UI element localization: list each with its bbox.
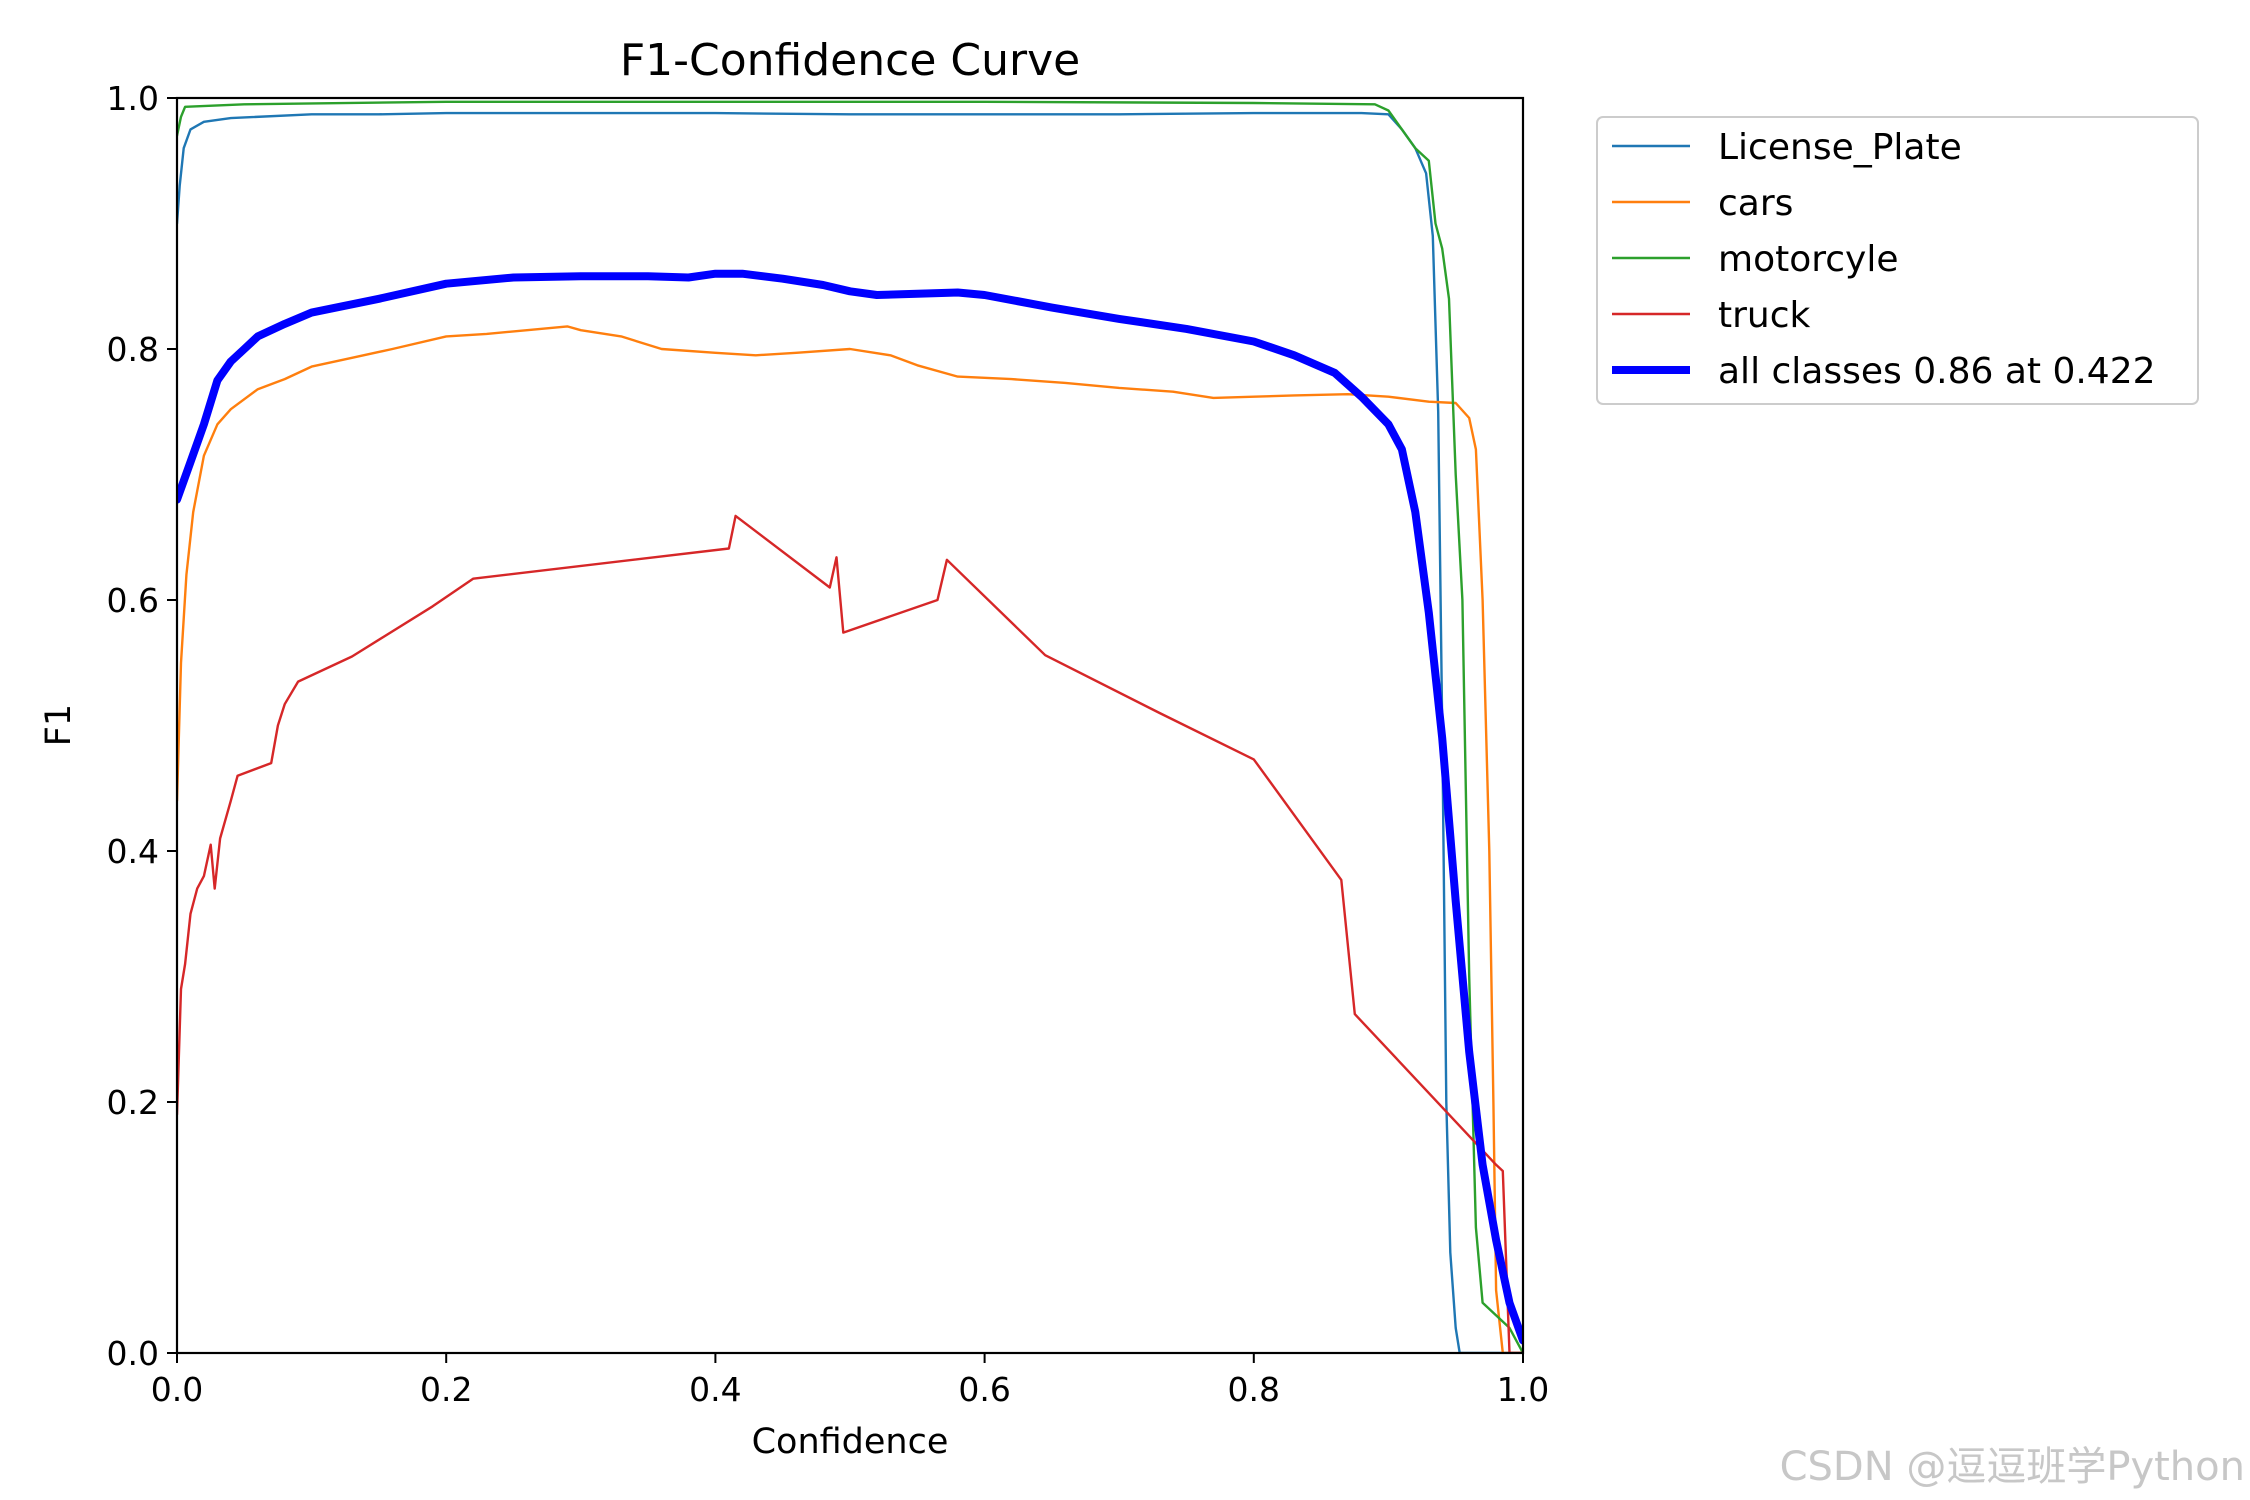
series-line-2 [177, 325, 1523, 1353]
y-tick-label: 0.6 [107, 581, 159, 620]
series-line-5 [177, 269, 1523, 1345]
y-axis-label: F1 [39, 704, 79, 746]
x-axis-label: Confidence [752, 1422, 949, 1462]
plot-frame [175, 96, 1525, 1355]
axis-ticks: 0.00.0 0.2 0.2 0.4 0.4 0.6 0.6 0.8 0.8 1.0 1.0 [107, 79, 1550, 1409]
watermark: CSDN @逗逗班学Python [1780, 1444, 2245, 1490]
x-tick-label: 0.8 [1228, 1370, 1280, 1409]
chart-title: F1-Confidence Curve [620, 35, 1080, 86]
x-tick-label: 0.4 [689, 1370, 741, 1409]
legend-label: truck [1718, 295, 1811, 336]
series-line-4 [177, 514, 1523, 1353]
y-tick-label: 0.8 [107, 330, 159, 369]
y-tick-label: 0.0 [107, 1334, 159, 1373]
y-tick-label: 0.2 [107, 1083, 159, 1122]
x-tick-label: 0.2 [420, 1370, 472, 1409]
y-tick-label: 0.4 [107, 832, 159, 871]
plot-area [177, 100, 1523, 1353]
y-tick-label: 1.0 [107, 79, 159, 118]
x-tick-label: 0.6 [958, 1370, 1010, 1409]
legend-box [1596, 116, 2199, 405]
x-tick-label: 1.0 [1497, 1370, 1549, 1409]
legend-label: motorcyle [1718, 239, 1899, 280]
legend-label: License_Plate [1718, 127, 1962, 168]
legend-label: cars [1718, 183, 1793, 224]
legend-label: all classes 0.86 at 0.422 [1718, 351, 2156, 392]
x-tick-label: 0.0 [151, 1370, 203, 1409]
series-line-1 [177, 111, 1523, 1353]
